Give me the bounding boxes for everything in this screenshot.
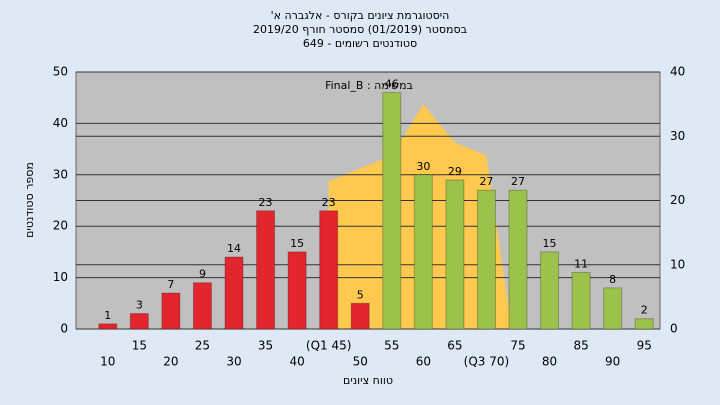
y2-tick-label: 20 xyxy=(670,193,685,207)
annotation: במשימה : Final_B xyxy=(325,79,413,92)
value-label: 27 xyxy=(511,175,525,188)
bar xyxy=(571,271,591,330)
y-tick-label: 10 xyxy=(53,270,68,284)
bar xyxy=(256,210,276,330)
chart-subtitle: סטודנטים רשומים - 649 xyxy=(303,37,417,50)
y-tick-label: 50 xyxy=(53,65,68,79)
value-label: 23 xyxy=(322,196,336,209)
bar xyxy=(445,179,465,330)
y-tick-label: 0 xyxy=(60,322,68,336)
x-tick-label: 15 xyxy=(132,339,147,353)
value-label: 23 xyxy=(259,196,273,209)
y2-tick-label: 30 xyxy=(670,129,685,143)
x-tick-label: (Q1 45) xyxy=(306,339,352,353)
y-tick-label: 30 xyxy=(53,167,68,181)
bar xyxy=(508,189,528,330)
value-label: 2 xyxy=(641,304,648,317)
bar xyxy=(161,292,181,330)
x-tick-label: 60 xyxy=(416,355,431,369)
y-axis-label: מספר סטודנטים xyxy=(23,162,36,238)
x-tick-label: 55 xyxy=(384,339,399,353)
value-label: 14 xyxy=(227,242,241,255)
x-tick-label: 50 xyxy=(353,355,368,369)
value-label: 1 xyxy=(104,309,111,322)
bar xyxy=(224,256,244,330)
bar xyxy=(634,318,654,330)
bar xyxy=(129,313,149,330)
value-label: 7 xyxy=(167,278,174,291)
bar xyxy=(540,251,560,330)
chart-title: היסטוגרמת ציונים בקורס - אלגברה א' xyxy=(271,9,450,22)
value-label: 15 xyxy=(290,237,304,250)
bar xyxy=(603,287,623,330)
x-tick-label: 30 xyxy=(226,355,241,369)
x-tick-label: 35 xyxy=(258,339,273,353)
bar xyxy=(287,251,307,330)
x-tick-label: 20 xyxy=(163,355,178,369)
bar xyxy=(476,189,496,330)
x-tick-label: 10 xyxy=(100,355,115,369)
x-tick-label: 95 xyxy=(637,339,652,353)
value-label: 11 xyxy=(574,257,588,270)
x-tick-label: 85 xyxy=(573,339,588,353)
y2-tick-label: 10 xyxy=(670,257,685,271)
value-label: 8 xyxy=(609,273,616,286)
y2-tick-label: 40 xyxy=(670,65,685,79)
bar xyxy=(350,302,370,330)
y-tick-label: 40 xyxy=(53,116,68,130)
x-tick-label: 25 xyxy=(195,339,210,353)
bar xyxy=(413,174,433,330)
bar xyxy=(98,323,118,330)
x-tick-label: 75 xyxy=(510,339,525,353)
value-label: 5 xyxy=(357,288,364,301)
value-label: 29 xyxy=(448,165,462,178)
y-tick-label: 20 xyxy=(53,219,68,233)
x-tick-label: 80 xyxy=(542,355,557,369)
value-label: 27 xyxy=(479,175,493,188)
bar xyxy=(382,92,402,330)
value-label: 15 xyxy=(543,237,557,250)
x-tick-label: 65 xyxy=(447,339,462,353)
bar xyxy=(319,210,339,330)
y2-tick-label: 0 xyxy=(670,322,678,336)
bar xyxy=(192,282,212,330)
value-label: 46 xyxy=(385,78,399,91)
value-label: 30 xyxy=(416,160,430,173)
value-label: 3 xyxy=(136,299,143,312)
x-tick-label: 40 xyxy=(289,355,304,369)
x-tick-label: 90 xyxy=(605,355,620,369)
x-axis-label: טווח ציונים xyxy=(343,374,393,387)
value-label: 9 xyxy=(199,268,206,281)
x-tick-label: (Q3 70) xyxy=(464,355,510,369)
chart-subtitle: בסמסטר (01/2019) סמסטר חורף 2019/20 xyxy=(253,23,467,36)
